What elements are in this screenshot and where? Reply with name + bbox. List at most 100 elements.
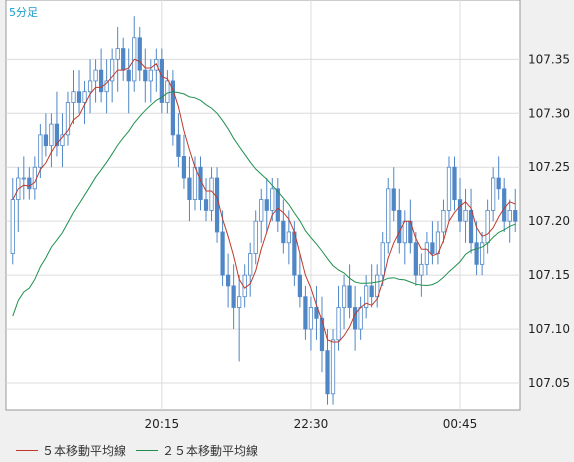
candle-body — [148, 69, 153, 82]
candle-body — [479, 242, 485, 265]
candle-body — [214, 177, 220, 233]
y-tick-label: 107.25 — [528, 160, 570, 174]
candle-body — [485, 209, 490, 244]
candle-body — [319, 317, 325, 352]
candle-body — [270, 188, 275, 211]
candle-body — [507, 209, 512, 222]
candle-body — [237, 296, 242, 308]
candle-body — [397, 209, 402, 244]
candle-body — [424, 242, 430, 265]
candle-body — [259, 199, 264, 222]
candle-body — [430, 242, 435, 254]
candle-body — [314, 307, 319, 319]
x-tick-label: 22:30 — [294, 417, 329, 431]
candle-body — [220, 231, 225, 276]
candle-body — [170, 80, 176, 136]
candle-body — [253, 220, 258, 254]
candle-body — [264, 199, 269, 211]
candle-body — [137, 37, 142, 71]
candle-body — [27, 177, 32, 190]
candle-body — [297, 274, 303, 298]
y-tick-label: 107.10 — [528, 322, 570, 336]
legend-ma25-swatch — [136, 450, 158, 451]
candle-body — [121, 48, 126, 71]
candle-body — [330, 339, 336, 395]
candle-body — [386, 188, 391, 244]
candle-body — [82, 91, 87, 103]
candle-body — [225, 274, 231, 287]
candle-body — [21, 177, 26, 180]
y-tick-label: 107.20 — [528, 214, 570, 228]
candle-body — [441, 209, 446, 233]
y-tick-label: 107.15 — [528, 268, 570, 282]
ma5-line — [12, 58, 516, 343]
candle-body — [391, 188, 396, 211]
candle-body — [203, 199, 209, 211]
candle-body — [281, 220, 286, 244]
candle-body — [192, 166, 198, 201]
candle-body — [49, 123, 54, 147]
x-axis-labels: 20:15 22:30 00:45 — [145, 417, 478, 431]
candle-body — [10, 199, 15, 254]
candle-body — [364, 285, 369, 308]
candle-body — [76, 91, 82, 103]
legend-ma5: ５本移動平均線 — [16, 442, 126, 459]
ma25-line — [12, 91, 516, 317]
candle-body — [71, 91, 76, 103]
candle-body — [380, 242, 385, 276]
candle-body — [187, 177, 192, 201]
candle-body — [87, 80, 93, 93]
timeframe-label: 5分足 — [9, 6, 38, 19]
candle-body — [32, 166, 37, 190]
candle-body — [60, 134, 65, 147]
candle-body — [65, 102, 71, 136]
candle-body — [419, 263, 424, 276]
candle-body — [513, 209, 518, 222]
candle-body — [115, 48, 120, 60]
y-axis-labels: 107.35 107.30 107.25 107.20 107.15 107.10 107.… — [528, 52, 570, 390]
legend-ma25: ２５本移動平均線 — [136, 442, 258, 459]
candle-body — [303, 296, 308, 330]
candle-body — [336, 307, 341, 341]
candle-body — [43, 134, 49, 147]
legend-ma5-label: ５本移動平均線 — [42, 444, 127, 458]
candle-body — [93, 69, 98, 82]
candle-body — [104, 80, 109, 93]
legend-ma25-label: ２５本移動平均線 — [162, 444, 259, 458]
y-tick-label: 107.35 — [528, 52, 570, 66]
candle-body — [341, 285, 347, 308]
candle-body — [352, 307, 358, 330]
candle-body — [248, 253, 253, 276]
candle-body — [275, 188, 280, 222]
y-tick-label: 107.05 — [528, 376, 570, 390]
candle-body — [176, 134, 181, 157]
candle-body — [496, 177, 501, 190]
candle-body — [369, 285, 374, 298]
x-tick-label: 20:15 — [145, 417, 180, 431]
candle-body — [308, 307, 314, 330]
candle-body — [325, 350, 330, 395]
candle-body — [110, 58, 115, 82]
x-tick-label: 00:45 — [443, 417, 478, 431]
candle-body — [126, 69, 131, 82]
candle-body — [38, 134, 43, 168]
candle-body — [491, 177, 496, 211]
candle-body — [502, 188, 507, 222]
candle-body — [468, 209, 474, 244]
candle-body — [358, 307, 363, 330]
candle-body — [143, 69, 148, 82]
candles — [10, 16, 518, 405]
candle-body — [413, 242, 418, 276]
candle-body — [209, 177, 214, 211]
candle-body — [463, 209, 468, 222]
candle-body — [446, 166, 452, 211]
legend: ５本移動平均線 ２５本移動平均線 — [0, 434, 574, 462]
candle-body — [98, 69, 104, 93]
candle-body — [54, 123, 60, 147]
candle-body — [159, 58, 164, 103]
candle-body — [474, 242, 479, 265]
candle-body — [181, 156, 187, 179]
candle-body — [286, 231, 291, 244]
